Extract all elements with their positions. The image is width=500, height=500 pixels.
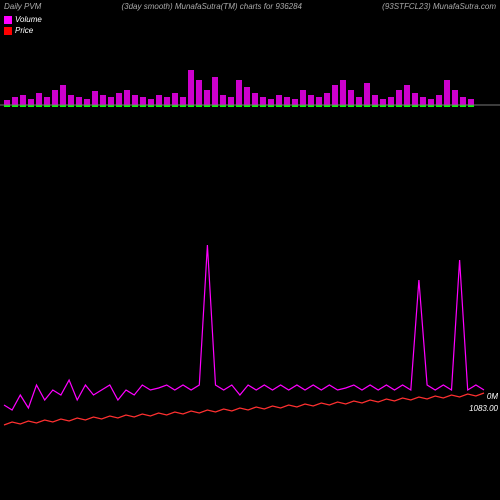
volume-bar (76, 97, 82, 105)
volume-bar (268, 99, 274, 105)
volume-bar (292, 99, 298, 105)
volume-bar (28, 99, 34, 105)
volume-bar (156, 95, 162, 105)
volume-bar (396, 90, 402, 105)
volume-bar (52, 90, 58, 105)
volume-swatch (4, 16, 12, 24)
volume-bar (108, 97, 114, 105)
volume-bar (164, 97, 170, 105)
volume-bar (92, 91, 98, 105)
volume-bar (132, 95, 138, 105)
volume-bar (212, 77, 218, 105)
volume-bar (420, 97, 426, 105)
volume-bar (188, 70, 194, 105)
volume-bar (404, 85, 410, 105)
volume-bar (236, 80, 242, 105)
volume-bar (388, 97, 394, 105)
volume-bar (412, 93, 418, 105)
volume-bar (428, 99, 434, 105)
volume-bar (12, 97, 18, 105)
volume-bar (60, 85, 66, 105)
volume-bar (140, 97, 146, 105)
volume-bar (340, 80, 346, 105)
volume-bar (300, 90, 306, 105)
chart-header: Daily PVM (3day smooth) MunafaSutra(TM) … (0, 0, 500, 13)
volume-bar (308, 95, 314, 105)
volume-bar (332, 85, 338, 105)
volume-bar (324, 93, 330, 105)
legend-volume: Volume (4, 14, 42, 25)
volume-bar (468, 99, 474, 105)
header-left: Daily PVM (4, 2, 41, 11)
volume-bar (348, 90, 354, 105)
volume-bar (180, 97, 186, 105)
volume-bar (252, 93, 258, 105)
price-value-label: 1083.00 (469, 404, 498, 413)
volume-line (4, 245, 484, 410)
volume-bar (196, 80, 202, 105)
volume-bar (148, 99, 154, 105)
volume-bar (172, 93, 178, 105)
volume-bar (276, 95, 282, 105)
volume-bar (356, 97, 362, 105)
volume-bar (260, 97, 266, 105)
volume-bar (284, 97, 290, 105)
volume-bar (364, 83, 370, 105)
zero-m-label: 0M (487, 392, 498, 401)
price-volume-line-chart (0, 160, 500, 460)
volume-bar (460, 97, 466, 105)
volume-bar (36, 93, 42, 105)
volume-bar (316, 97, 322, 105)
volume-bar (124, 90, 130, 105)
volume-bar (68, 95, 74, 105)
volume-bar (4, 100, 10, 105)
volume-bar (100, 95, 106, 105)
volume-bar (444, 80, 450, 105)
volume-bar (220, 95, 226, 105)
volume-bar-chart (0, 30, 500, 110)
header-center: (3day smooth) MunafaSutra(TM) charts for… (121, 2, 302, 11)
header-right: (93STFCL23) MunafaSutra.com (382, 2, 496, 11)
volume-bar (44, 97, 50, 105)
volume-bar (84, 99, 90, 105)
volume-bar (20, 95, 26, 105)
volume-bar (452, 90, 458, 105)
volume-bar (228, 97, 234, 105)
legend-volume-label: Volume (15, 14, 42, 25)
volume-bar (380, 99, 386, 105)
volume-bar (204, 90, 210, 105)
volume-bar (372, 95, 378, 105)
volume-bar (116, 93, 122, 105)
volume-bar (436, 95, 442, 105)
volume-bar (244, 87, 250, 105)
